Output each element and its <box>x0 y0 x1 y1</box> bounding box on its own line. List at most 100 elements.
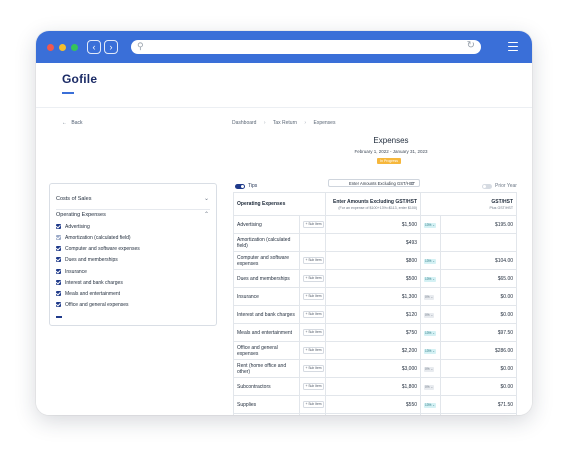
amount-input[interactable]: $550 <box>325 395 422 414</box>
add-sub-item-button[interactable]: + Sub Item <box>303 293 325 300</box>
close-window-dot[interactable] <box>47 44 54 51</box>
expense-name: Advertising <box>233 215 300 234</box>
table-row: Telephone and Internet+ Sub Item$1,20013… <box>233 413 518 415</box>
tax-rate-chip[interactable]: 13% ⌄ <box>424 276 436 282</box>
tax-rate-cell: 0% ⌄ <box>420 377 442 396</box>
tax-rate-chip[interactable]: 0% ⌄ <box>424 312 435 318</box>
panel-scroll-indicator[interactable] <box>56 316 62 318</box>
checkbox-item-interest-bank[interactable]: Interest and bank charges <box>56 279 123 287</box>
hamburger-menu-icon[interactable] <box>508 42 518 51</box>
prior-year-toggle[interactable] <box>482 184 492 189</box>
tax-rate-cell: 0% ⌄ <box>420 359 442 378</box>
amount-input[interactable]: $750 <box>325 323 422 342</box>
checkbox-checked-icon[interactable] <box>56 256 61 262</box>
zoom-window-dot[interactable] <box>71 44 78 51</box>
gst-amount: $0.00 <box>440 359 518 378</box>
breadcrumb-dashboard[interactable]: Dashboard <box>232 120 257 126</box>
chevron-left-icon[interactable]: ‹ <box>87 40 101 54</box>
amount-input[interactable]: $500 <box>325 269 422 288</box>
add-sub-item-button[interactable]: + Sub Item <box>303 221 325 228</box>
add-sub-item-button[interactable]: + Sub Item <box>303 275 325 282</box>
tax-rate-chip[interactable]: 13% ⌄ <box>424 222 436 228</box>
table-row: Subcontractors + Sub Item $1,800 0% ⌄ $0.00 <box>233 377 518 396</box>
amount-input[interactable]: $1,800 <box>325 377 422 396</box>
sub-item-cell: + Sub Item <box>298 251 327 270</box>
amount-input[interactable]: $3,000 <box>325 359 422 378</box>
table-header-row: Operating Expenses Enter Amounts Excludi… <box>232 192 518 216</box>
checkbox-item-computer-software[interactable]: Computer and software expenses <box>56 245 140 253</box>
tax-rate-value: 0% <box>425 294 430 299</box>
tax-rate-value: 0% <box>425 384 430 389</box>
reload-icon[interactable]: ↻ <box>466 40 475 51</box>
breadcrumb-separator: › <box>304 120 307 126</box>
chevron-right-icon[interactable]: › <box>104 40 118 54</box>
header-gst-label: GST/HST <box>491 198 514 205</box>
header-amount-label: Enter Amounts Excluding GST/HST <box>333 198 418 205</box>
minimize-window-dot[interactable] <box>59 44 66 51</box>
tips-toggle[interactable] <box>235 184 245 189</box>
checkbox-checked-icon[interactable] <box>56 245 61 251</box>
tax-rate-chip[interactable]: 13% ⌄ <box>424 258 436 264</box>
gst-amount: $0.00 <box>440 287 518 306</box>
gst-amount: $286.00 <box>440 341 518 360</box>
add-sub-item-button[interactable]: + Sub Item <box>303 347 325 354</box>
amount-input[interactable]: $2,200 <box>325 341 422 360</box>
amount-input[interactable]: $493 <box>325 233 422 252</box>
checkbox-checked-icon[interactable] <box>56 223 61 229</box>
tax-rate-value: 13% <box>425 276 432 281</box>
expense-name: Amortization (calculated field) <box>233 233 300 252</box>
chevron-down-icon[interactable]: ⌄ <box>203 196 209 202</box>
checkbox-item-office-general[interactable]: Office and general expenses <box>56 301 129 309</box>
section-operating-expenses[interactable]: Operating Expenses <box>56 212 106 218</box>
sub-item-cell: + Sub Item <box>298 341 327 360</box>
tax-rate-chip[interactable]: 0% ⌄ <box>424 294 435 300</box>
checkbox-label: Insurance <box>65 269 87 275</box>
amount-input[interactable]: $120 <box>325 305 422 324</box>
tax-rate-cell: 13% ⌄ <box>420 413 442 415</box>
checkbox-item-dues-memberships[interactable]: Dues and memberships <box>56 256 118 264</box>
tax-rate-chip[interactable]: 13% ⌄ <box>424 348 436 354</box>
amount-input[interactable]: $1,200 <box>325 413 422 415</box>
expense-name: Subcontractors <box>233 377 300 396</box>
checkbox-checked-icon[interactable] <box>56 234 61 240</box>
expense-name: Supplies <box>233 395 300 414</box>
checkbox-checked-icon[interactable] <box>56 301 61 307</box>
add-sub-item-button[interactable]: + Sub Item <box>303 311 325 318</box>
checkbox-item-advertising[interactable]: Advertising <box>56 223 90 231</box>
table-row: Rent (home office and other) + Sub Item $3… <box>233 359 518 378</box>
checkbox-label: Interest and bank charges <box>65 280 123 286</box>
tax-rate-value: 13% <box>425 348 432 353</box>
amount-mode-select[interactable]: Enter Amounts Excluding GST/HST ⇕ <box>328 179 420 187</box>
toggle-knob <box>240 184 245 189</box>
add-sub-item-button[interactable]: + Sub Item <box>303 257 325 264</box>
arrow-left-icon: ← <box>62 120 67 126</box>
tax-rate-chip[interactable]: 13% ⌄ <box>424 330 436 336</box>
checkbox-item-amortization[interactable]: Amortization (calculated field) <box>56 234 131 242</box>
app-logo[interactable]: Gofile <box>62 72 98 86</box>
table-row: Amortization (calculated field) $493 <box>233 233 518 252</box>
tax-rate-cell: 0% ⌄ <box>420 287 442 306</box>
add-sub-item-button[interactable]: + Sub Item <box>303 401 325 408</box>
tax-rate-chip[interactable]: 0% ⌄ <box>424 366 435 372</box>
checkbox-checked-icon[interactable] <box>56 268 61 274</box>
add-sub-item-button[interactable]: + Sub Item <box>303 329 325 336</box>
amount-input[interactable]: $800 <box>325 251 422 270</box>
add-sub-item-button[interactable]: + Sub Item <box>303 365 325 372</box>
chevron-up-icon[interactable]: ⌃ <box>203 212 209 218</box>
tax-rate-chip[interactable]: 0% ⌄ <box>424 384 435 390</box>
amount-input[interactable]: $1,500 <box>325 215 422 234</box>
sub-item-cell: + Sub Item <box>298 323 327 342</box>
section-costs-of-sales[interactable]: Costs of Sales <box>56 196 92 202</box>
amount-input[interactable]: $1,300 <box>325 287 422 306</box>
checkbox-checked-icon[interactable] <box>56 279 61 285</box>
checkbox-item-meals[interactable]: Meals and entertainment <box>56 290 120 298</box>
back-link[interactable]: ← Back <box>62 120 83 126</box>
address-bar[interactable]: ⚲ ↻ <box>131 40 481 54</box>
expense-name: Office and general expenses <box>233 341 300 360</box>
section-divider <box>56 209 210 210</box>
breadcrumb-tax-return[interactable]: Tax Return <box>272 120 298 126</box>
add-sub-item-button[interactable]: + Sub Item <box>303 383 325 390</box>
tax-rate-chip[interactable]: 13% ⌄ <box>424 402 436 408</box>
checkbox-item-insurance[interactable]: Insurance <box>56 268 87 276</box>
checkbox-checked-icon[interactable] <box>56 290 61 296</box>
